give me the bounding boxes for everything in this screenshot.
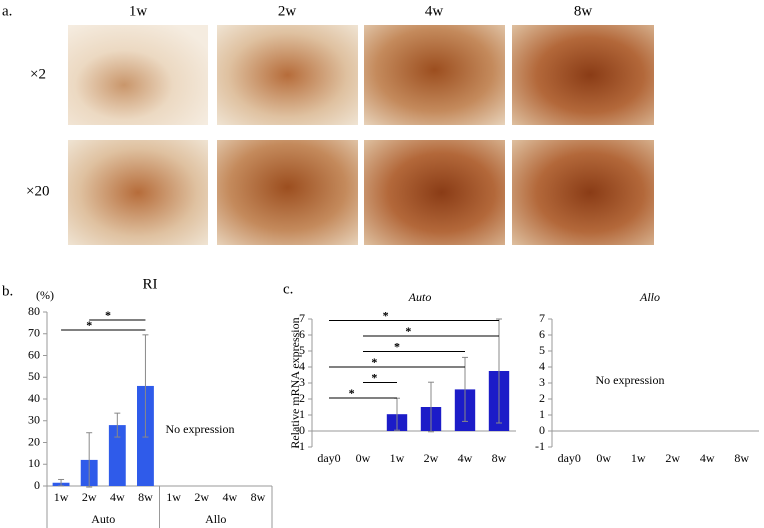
significance-label: * (371, 370, 377, 384)
y-tick-label: 20 (28, 434, 40, 448)
group-label: Allo (205, 512, 226, 526)
annotation: No expression (596, 373, 665, 387)
significance-label: * (86, 318, 92, 332)
x-tick-label: 4w (110, 490, 125, 504)
y-tick-label: 2 (539, 391, 545, 405)
x-tick-label: 4w (458, 451, 473, 465)
x-tick-label: 1w (54, 490, 69, 504)
x-tick-label: 8w (138, 490, 153, 504)
y-tick-label: 2 (299, 391, 305, 405)
x-tick-label: 4w (222, 490, 237, 504)
panel-label: a. (2, 3, 12, 19)
row-label: ×20 (26, 183, 49, 199)
x-tick-label: 2w (424, 451, 439, 465)
significance-label: * (405, 324, 411, 338)
panel-label: b. (2, 283, 13, 299)
column-label: 8w (574, 3, 593, 19)
column-label: 1w (129, 3, 148, 19)
micrograph (217, 140, 358, 245)
x-tick-label: 2w (665, 451, 680, 465)
y-tick-label: 4 (299, 359, 305, 373)
significance-label: * (371, 355, 377, 369)
micrograph (364, 25, 505, 125)
significance-label: * (349, 386, 355, 400)
row-label: ×2 (30, 66, 46, 82)
y-tick-label: 40 (28, 391, 40, 405)
y-axis-label: Relative mRNA expression (288, 317, 302, 448)
x-tick-label: 2w (194, 490, 209, 504)
y-unit: (%) (36, 288, 54, 302)
micrograph (68, 25, 208, 125)
y-tick-label: 4 (539, 359, 545, 373)
x-tick-label: day0 (558, 451, 581, 465)
y-tick-label: 70 (28, 326, 40, 340)
micrograph (512, 140, 654, 245)
chart-title: RI (143, 276, 158, 292)
bar (108, 425, 126, 486)
micrograph (364, 140, 505, 245)
y-tick-label: 3 (539, 375, 545, 389)
x-tick-label: 1w (631, 451, 646, 465)
y-tick-label: 0 (539, 423, 545, 437)
y-tick-label: 1 (539, 407, 545, 421)
y-tick-label: 30 (28, 413, 40, 427)
x-tick-label: 8w (492, 451, 507, 465)
x-tick-label: 1w (390, 451, 405, 465)
group-label: Auto (91, 512, 115, 526)
x-tick-label: 0w (596, 451, 611, 465)
y-tick-label: 5 (539, 343, 545, 357)
micrograph (217, 25, 358, 125)
y-tick-label: 7 (299, 311, 305, 325)
y-tick-label: 1 (299, 407, 305, 421)
significance-label: * (105, 308, 111, 322)
y-tick-label: 0 (34, 478, 40, 492)
x-tick-label: 8w (251, 490, 266, 504)
y-tick-label: 5 (299, 343, 305, 357)
x-tick-label: 2w (82, 490, 97, 504)
y-tick-label: 6 (299, 327, 305, 341)
y-tick-label: 0 (299, 423, 305, 437)
y-tick-label: 50 (28, 369, 40, 383)
column-label: 4w (425, 3, 444, 19)
x-tick-label: 1w (166, 490, 181, 504)
y-tick-label: 3 (299, 375, 305, 389)
significance-label: * (383, 308, 389, 322)
micrograph (68, 140, 208, 245)
micrographs (68, 25, 654, 245)
x-tick-label: 8w (734, 451, 749, 465)
y-tick-label: 6 (539, 327, 545, 341)
y-tick-label: -1 (295, 439, 305, 453)
x-tick-label: 4w (700, 451, 715, 465)
chart-title: Allo (639, 290, 660, 304)
y-tick-label: 7 (539, 311, 545, 325)
significance-label: * (394, 339, 400, 353)
micrograph (512, 25, 654, 125)
y-tick-label: 60 (28, 347, 40, 361)
y-tick-label: 80 (28, 304, 40, 318)
annotation: No expression (166, 422, 235, 436)
column-label: 2w (278, 3, 297, 19)
y-tick-label: 10 (28, 456, 40, 470)
x-tick-label: 0w (356, 451, 371, 465)
chart-title: Auto (408, 290, 432, 304)
panel-label: c. (283, 281, 293, 297)
x-tick-label: day0 (317, 451, 340, 465)
y-tick-label: -1 (535, 439, 545, 453)
